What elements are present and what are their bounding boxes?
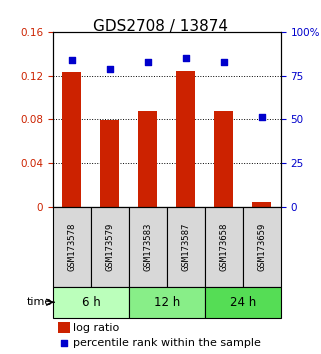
- Bar: [57, 322, 70, 333]
- Text: GSM173579: GSM173579: [105, 223, 115, 271]
- Point: [107, 66, 113, 72]
- Bar: [252, 202, 271, 207]
- Text: GSM173587: GSM173587: [181, 223, 190, 271]
- Point: [61, 341, 66, 346]
- Bar: [138, 110, 157, 207]
- Point: [259, 115, 265, 120]
- Point: [145, 59, 151, 64]
- Point: [221, 59, 227, 64]
- Text: time: time: [27, 297, 52, 307]
- Bar: [91, 207, 129, 287]
- Text: GDS2708 / 13874: GDS2708 / 13874: [93, 19, 228, 34]
- Text: GSM173578: GSM173578: [67, 223, 76, 271]
- Point: [183, 55, 188, 61]
- Text: log ratio: log ratio: [74, 322, 120, 332]
- Text: 12 h: 12 h: [154, 296, 180, 309]
- Text: GSM173658: GSM173658: [219, 223, 229, 271]
- Text: GSM173583: GSM173583: [143, 223, 152, 271]
- Bar: [100, 120, 119, 207]
- Text: percentile rank within the sample: percentile rank within the sample: [74, 338, 261, 348]
- Bar: [53, 207, 91, 287]
- Text: 6 h: 6 h: [82, 296, 100, 309]
- Bar: [167, 207, 205, 287]
- Bar: [214, 110, 233, 207]
- Bar: [129, 287, 205, 318]
- Bar: [177, 71, 195, 207]
- Bar: [243, 207, 281, 287]
- Point: [69, 57, 74, 63]
- Text: GSM173659: GSM173659: [257, 223, 266, 271]
- Bar: [205, 287, 281, 318]
- Bar: [63, 72, 82, 207]
- Bar: [129, 207, 167, 287]
- Bar: [205, 207, 243, 287]
- Text: 24 h: 24 h: [230, 296, 256, 309]
- Bar: [53, 287, 129, 318]
